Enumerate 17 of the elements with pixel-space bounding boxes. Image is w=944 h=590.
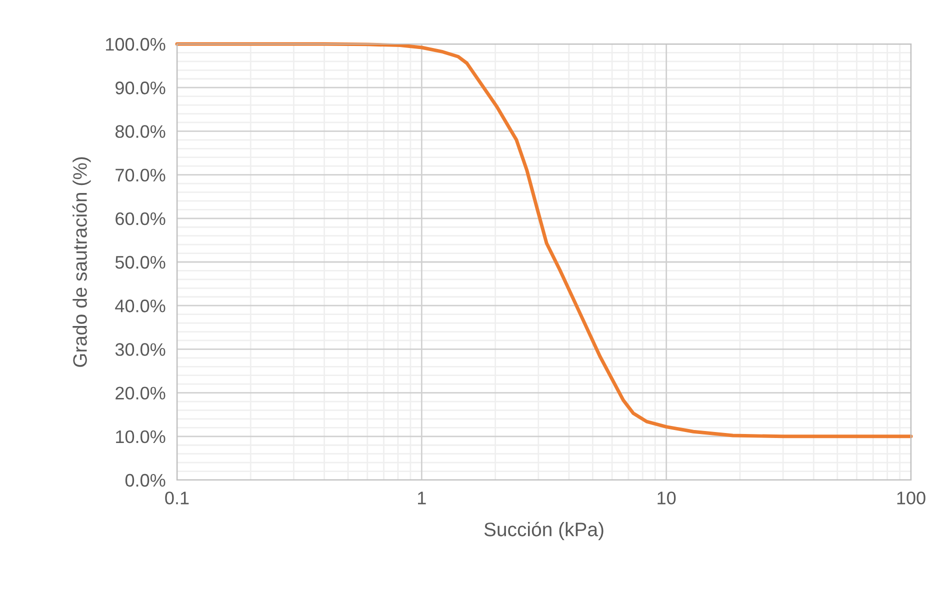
x-tick-label: 1 (418, 492, 426, 504)
y-tick-label: 60.0% (116, 212, 166, 226)
y-tick-label: 30.0% (115, 343, 166, 356)
x-tick-label: 100 (897, 492, 926, 504)
y-tick-label: 20.0% (116, 386, 166, 400)
y-axis-title: Grado de sautración (%) (72, 157, 91, 367)
y-tick-label: 50.0% (115, 256, 166, 269)
x-tick-label: 0.1 (165, 492, 189, 504)
x-tick-label: 10 (658, 492, 676, 504)
y-tick-label: 90.0% (116, 82, 166, 94)
y-tick-label: 70.0% (116, 168, 166, 182)
x-axis-title: Succión (kPa) (484, 522, 604, 540)
y-tick-label: 10.0% (116, 430, 166, 444)
y-tick-label: 0.0% (125, 474, 166, 487)
y-tick-label: 40.0% (115, 300, 166, 312)
y-tick-label: 80.0% (115, 125, 166, 138)
y-tick-label: 100.0% (106, 38, 166, 51)
